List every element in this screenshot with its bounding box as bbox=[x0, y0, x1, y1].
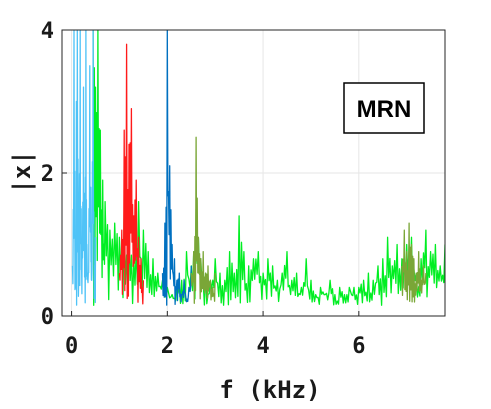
series-line bbox=[71, 30, 97, 306]
y-tick-label: 2 bbox=[41, 162, 54, 187]
x-tick-label: 2 bbox=[161, 334, 174, 359]
x-tick-label: 4 bbox=[256, 334, 269, 359]
series-line bbox=[401, 222, 427, 303]
annotation-text: MRN bbox=[357, 96, 412, 123]
annotation-box: MRN bbox=[343, 82, 425, 134]
annotation-frame bbox=[343, 82, 425, 134]
x-tick-label: 0 bbox=[65, 334, 78, 359]
series-line bbox=[190, 136, 216, 304]
series-layer bbox=[71, 30, 445, 306]
series-line bbox=[92, 30, 445, 306]
axis-ticks: 0 2 4 6 0 2 4 bbox=[41, 19, 366, 359]
x-tick-label: 6 bbox=[352, 334, 365, 359]
x-axis-label: f (kHz) bbox=[219, 376, 320, 404]
y-tick-label: 0 bbox=[41, 305, 54, 330]
y-tick-label: 4 bbox=[41, 19, 54, 44]
y-axis-label: |x| bbox=[8, 150, 36, 193]
